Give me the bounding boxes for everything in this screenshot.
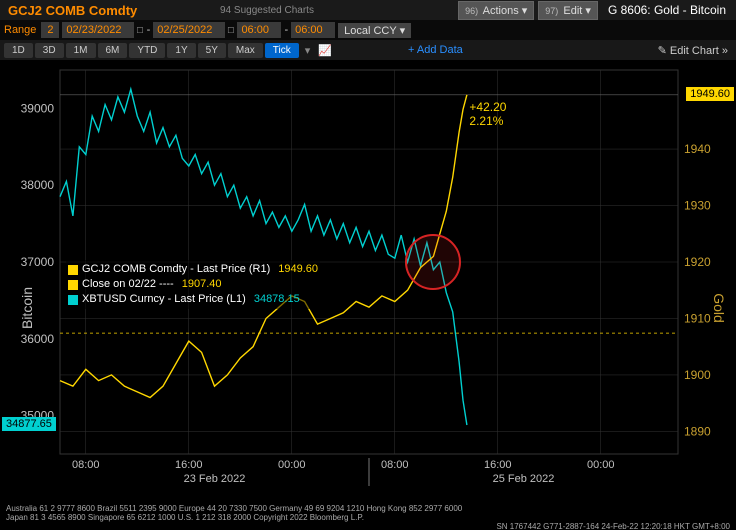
left-tick-label: 36000 [21, 332, 55, 346]
left-tick-label: 38000 [21, 178, 55, 192]
edit-label: Edit [563, 5, 582, 17]
x-tick-label: 08:00 [381, 459, 409, 471]
timeframe-tabs: 1D3D1M6MYTD1Y5YMaxTick [4, 43, 299, 58]
edit-num: 97) [545, 6, 558, 16]
legend-value: 1949.60 [278, 262, 318, 277]
edit-chart-button[interactable]: ✎ Edit Chart » [658, 44, 728, 57]
timeframe-tab-1d[interactable]: 1D [4, 43, 33, 58]
end-time-input[interactable] [291, 22, 335, 38]
edit-button[interactable]: 97) Edit ▾ [538, 1, 598, 20]
legend-text: GCJ2 COMB Comdty - Last Price (R1) [82, 262, 270, 277]
right-tick-label: 1940 [684, 142, 711, 156]
timeframe-tab-1m[interactable]: 1M [66, 43, 96, 58]
range-value-input[interactable] [41, 22, 59, 38]
right-tick-label: 1920 [684, 255, 711, 269]
add-data-button[interactable]: + Add Data [408, 44, 463, 56]
chart-title: G 8606: Gold - Bitcoin [602, 3, 732, 17]
timeframe-tab-tick[interactable]: Tick [265, 43, 299, 58]
legend-text: XBTUSD Curncy - Last Price (L1) [82, 292, 246, 307]
chevron-down-icon[interactable]: ▾ [305, 44, 311, 57]
price-pct: 2.21% [469, 114, 506, 128]
x-tick-label: 16:00 [175, 459, 203, 471]
currency-toggle[interactable]: Local CCY ▾ [338, 23, 411, 38]
suggested-charts-button[interactable]: 94 Suggested Charts [220, 5, 314, 16]
legend-swatch [68, 280, 78, 290]
legend-swatch [68, 265, 78, 275]
currency-label: Local CCY [344, 25, 396, 37]
actions-button[interactable]: 96) Actions ▾ [458, 1, 534, 20]
x-group-label: 25 Feb 2022 [493, 473, 555, 485]
timeframe-tab-max[interactable]: Max [228, 43, 263, 58]
footer-line-1: Australia 61 2 9777 8600 Brazil 5511 239… [6, 504, 730, 513]
chart-area: 3500036000370003800039000189019001910192… [0, 60, 736, 502]
price-annotation: +42.20 2.21% [469, 100, 506, 128]
left-axis-flag: 34877.65 [2, 417, 56, 431]
x-tick-label: 08:00 [72, 459, 100, 471]
left-tick-label: 37000 [21, 255, 55, 269]
timeframe-tab-ytd[interactable]: YTD [129, 43, 165, 58]
time-dash: - [284, 24, 288, 36]
right-tick-label: 1910 [684, 311, 711, 325]
left-axis-label: Bitcoin [19, 287, 35, 329]
right-axis-label: Gold [711, 293, 727, 323]
legend-row: XBTUSD Curncy - Last Price (L1) 34878.15 [68, 292, 318, 307]
right-axis-flag: 1949.60 [686, 87, 734, 101]
start-time-input[interactable] [237, 22, 281, 38]
timeframe-tab-3d[interactable]: 3D [35, 43, 64, 58]
start-date-input[interactable] [62, 22, 134, 38]
legend: GCJ2 COMB Comdty - Last Price (R1) 1949.6… [66, 260, 320, 309]
chevron-down-icon: ▾ [585, 5, 591, 17]
ticker-symbol: GCJ2 COMB Comdty [0, 3, 145, 18]
footer-line-3: SN 1767442 G771-2887-164 24-Feb-22 12:20… [6, 522, 730, 530]
end-date-input[interactable] [153, 22, 225, 38]
legend-row: GCJ2 COMB Comdty - Last Price (R1) 1949.6… [68, 262, 318, 277]
right-tick-label: 1900 [684, 368, 711, 382]
x-tick-label: 16:00 [484, 459, 512, 471]
timeframe-tab-6m[interactable]: 6M [98, 43, 128, 58]
highlight-circle [405, 234, 461, 290]
chevron-down-icon: ▾ [522, 5, 528, 17]
chevron-down-icon: ▾ [400, 25, 406, 37]
legend-value: 1907.40 [182, 277, 222, 292]
terminal-root: GCJ2 COMB Comdty 94 Suggested Charts 96)… [0, 0, 736, 530]
x-tick-label: 00:00 [587, 459, 615, 471]
range-toolbar: Range ☐ - ☐ - Local CCY ▾ [0, 20, 736, 40]
chart-type-icon[interactable]: 📈 [318, 44, 332, 57]
menu-group: 96) Actions ▾ 97) Edit ▾ G 8606: Gold - … [458, 1, 732, 20]
price-delta: +42.20 [469, 100, 506, 114]
timeframe-toolbar: 1D3D1M6MYTD1Y5YMaxTick ▾ 📈 + Add Data ✎ … [0, 40, 736, 60]
calendar-icon[interactable]: ☐ [227, 26, 234, 35]
timeframe-tab-1y[interactable]: 1Y [167, 43, 195, 58]
legend-swatch [68, 295, 78, 305]
top-toolbar: GCJ2 COMB Comdty 94 Suggested Charts 96)… [0, 0, 736, 20]
right-tick-label: 1890 [684, 424, 711, 438]
legend-row: Close on 02/22 ---- 1907.40 [68, 277, 318, 292]
calendar-icon[interactable]: ☐ [136, 26, 143, 35]
range-label: Range [4, 24, 36, 36]
footer: Australia 61 2 9777 8600 Brazil 5511 239… [0, 502, 736, 530]
left-tick-label: 39000 [21, 101, 55, 115]
right-tick-label: 1930 [684, 199, 711, 213]
x-group-label: 23 Feb 2022 [184, 473, 246, 485]
footer-line-2: Japan 81 3 4565 8900 Singapore 65 6212 1… [6, 513, 730, 522]
x-tick-label: 00:00 [278, 459, 306, 471]
timeframe-tab-5y[interactable]: 5Y [198, 43, 226, 58]
range-dash: - [147, 24, 151, 36]
actions-label: Actions [483, 5, 519, 17]
legend-value: 34878.15 [254, 292, 300, 307]
actions-num: 96) [465, 6, 478, 16]
legend-text: Close on 02/22 ---- [82, 277, 174, 292]
